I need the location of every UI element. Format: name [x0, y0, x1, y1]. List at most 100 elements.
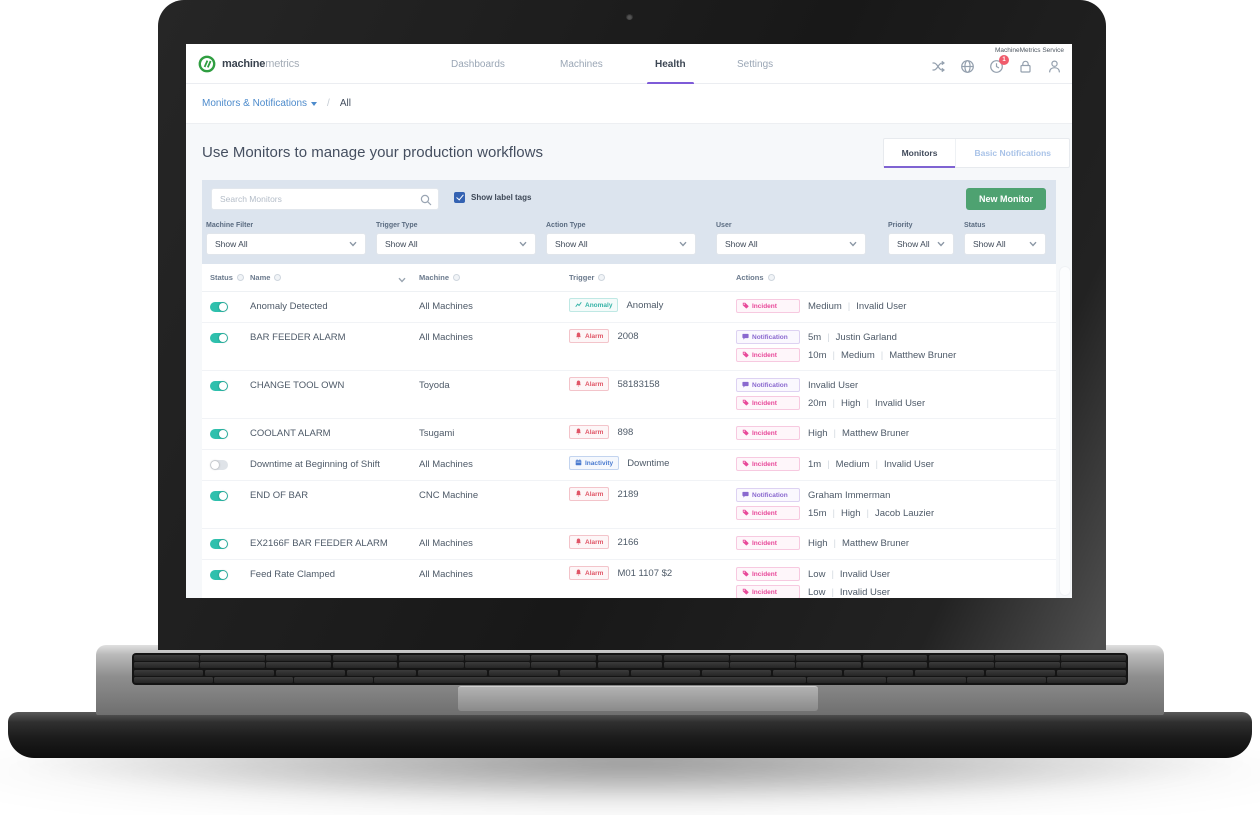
separator: | [832, 349, 835, 361]
inactivity-badge: Inactivity [569, 456, 620, 470]
key [862, 655, 928, 661]
key [398, 655, 464, 661]
filter-select-priority[interactable]: Show All [888, 233, 954, 255]
lock-icon[interactable] [1018, 59, 1033, 74]
breadcrumb-separator: / [327, 98, 330, 109]
shuffle-icon[interactable] [931, 59, 946, 74]
filter-select-trigger-type[interactable]: Show All [376, 233, 536, 255]
monitor-row: END OF BAR CNC Machine Alarm 2189 Notificati… [202, 481, 1056, 529]
key [200, 655, 265, 661]
incident-badge: Incident [736, 536, 800, 550]
show-label-tags-checkbox[interactable]: Show label tags [454, 192, 531, 203]
nav-item-machines[interactable]: Machines [560, 58, 603, 70]
incident-badge: Incident [736, 457, 800, 471]
monitors-table: Status Name Machine Trigger Actions Anomaly … [202, 264, 1056, 598]
user-icon[interactable] [1047, 59, 1062, 74]
alarm-icon [575, 428, 582, 437]
trigger-cell: Alarm 898 [569, 425, 729, 439]
status-cell [210, 302, 228, 312]
actions-cell: Notification Graham Immerman Incident 15m | H… [736, 486, 1052, 522]
key [772, 669, 843, 676]
filter-value: Show All [897, 239, 930, 249]
monitor-name: CHANGE TOOL OWN [250, 380, 345, 391]
alarm-badge: Alarm [569, 535, 610, 549]
filter-label: Trigger Type [376, 222, 418, 229]
column-label: Trigger [569, 273, 595, 282]
clock-icon[interactable]: 1 [989, 55, 1009, 74]
globe-icon[interactable] [960, 59, 975, 74]
separator: | [831, 568, 834, 580]
trigger-cell: Alarm 2008 [569, 329, 729, 343]
action-value: 15m [808, 507, 827, 519]
sort-chevron-icon[interactable] [398, 275, 406, 286]
column-label: Actions [736, 273, 764, 282]
action-value: 10m [808, 349, 827, 361]
badge-label: Incident [752, 429, 777, 437]
machine-cell: All Machines [419, 569, 473, 580]
trigger-value: 2008 [617, 331, 639, 342]
column-header-trigger[interactable]: Trigger [569, 273, 606, 282]
notification-badge: Notification [736, 330, 800, 344]
status-toggle[interactable] [210, 491, 228, 501]
nav-item-health[interactable]: Health [647, 44, 694, 85]
key [663, 662, 729, 669]
trigger-cell: Anomaly Anomaly [569, 298, 729, 312]
incident-badge: Incident [736, 348, 800, 362]
toolbar: Show label tags New Monitor Machine Filt… [202, 180, 1056, 264]
column-header-status[interactable]: Status [210, 273, 244, 282]
new-monitor-button[interactable]: New Monitor [966, 188, 1046, 210]
brand-logo[interactable]: machinemetrics [198, 44, 299, 84]
action-value: Medium [808, 300, 842, 312]
filter-label: Action Type [546, 222, 586, 229]
search-monitors-input[interactable] [211, 188, 439, 210]
key [134, 669, 204, 676]
notification-icon [742, 491, 749, 500]
tab-monitors[interactable]: Monitors [883, 139, 956, 168]
action-value: Justin Garland [835, 331, 897, 343]
alarm-badge: Alarm [569, 329, 610, 343]
trigger-value: Downtime [627, 458, 670, 469]
separator: | [880, 349, 884, 361]
nav-item-settings[interactable]: Settings [737, 58, 774, 70]
scrollbar[interactable] [1059, 266, 1071, 596]
column-header-actions[interactable]: Actions [736, 273, 775, 282]
key [796, 655, 862, 661]
badge-label: Incident [752, 509, 777, 517]
filter-value: Show All [385, 239, 418, 249]
laptop-lid: machinemetrics Dashboards Machines Health S… [158, 0, 1106, 650]
filter-value: Show All [725, 239, 758, 249]
machine-cell: All Machines [419, 538, 473, 549]
status-toggle[interactable] [210, 333, 228, 343]
status-toggle[interactable] [210, 302, 228, 312]
laptop-keyboard [132, 653, 1128, 685]
info-icon [767, 274, 775, 281]
tab-basic-notifications[interactable]: Basic Notifications [955, 139, 1069, 167]
column-header-machine[interactable]: Machine [419, 273, 461, 282]
nav-menu: Dashboards Machines Health Settings [186, 44, 1072, 85]
filter-value: Show All [215, 239, 248, 249]
filter-select-user[interactable]: Show All [716, 233, 866, 255]
filters-row: Machine Filter Show All Trigger Type Show A… [202, 222, 1056, 264]
nav-item-dashboards[interactable]: Dashboards [451, 58, 505, 70]
status-toggle[interactable] [210, 570, 228, 580]
monitor-row: EX2166F BAR FEEDER ALARM All Machines Alar… [202, 529, 1056, 560]
status-toggle[interactable] [210, 429, 228, 439]
anomaly-badge: Anomaly [569, 298, 619, 312]
key [730, 662, 795, 669]
key [134, 655, 199, 661]
laptop-shadow [0, 750, 1260, 815]
column-header-name[interactable]: Name [250, 273, 282, 282]
filter-select-status[interactable]: Show All [964, 233, 1046, 255]
filter-select-machine-filter[interactable]: Show All [206, 233, 366, 255]
page-header: Use Monitors to manage your production w… [186, 124, 1072, 180]
breadcrumb-menu[interactable]: Monitors & Notifications [202, 98, 318, 109]
separator: | [866, 507, 869, 519]
separator: | [833, 427, 837, 439]
separator: | [827, 331, 830, 343]
search-input[interactable] [220, 189, 410, 209]
filter-select-action-type[interactable]: Show All [546, 233, 696, 255]
status-toggle[interactable] [210, 539, 228, 549]
status-toggle[interactable] [210, 381, 228, 391]
key [730, 655, 795, 661]
status-toggle[interactable] [210, 460, 228, 470]
